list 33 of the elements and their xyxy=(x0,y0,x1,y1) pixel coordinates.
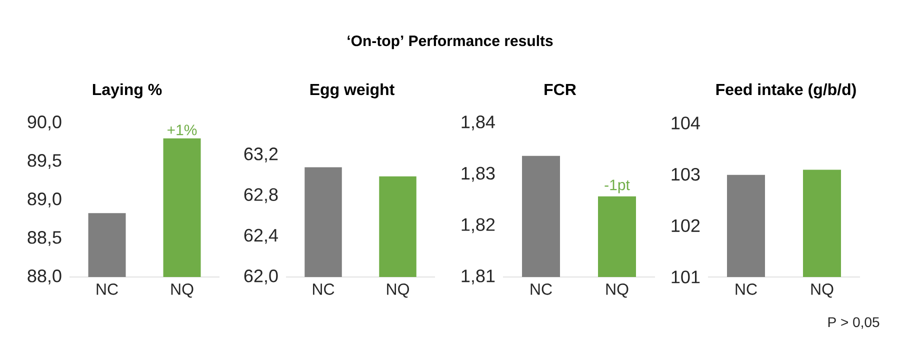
annotation: +1% xyxy=(168,124,197,136)
text: P > 0,05 xyxy=(828,317,880,329)
annotation: -1pt xyxy=(604,180,630,194)
x-tick-label: NC xyxy=(530,284,552,295)
y-tick-label: 62,8 xyxy=(244,188,278,204)
y-tick-label: 62,0 xyxy=(244,270,278,284)
x-tick-label: NC xyxy=(96,284,118,295)
y-tick-label: 101 xyxy=(672,270,700,284)
chart-title: Egg weight xyxy=(310,83,394,98)
chart-title: FCR xyxy=(544,84,576,96)
y-tick-label: 63,2 xyxy=(244,148,278,162)
text: ‘On-top’ Performance results xyxy=(348,35,553,50)
y-tick-label: 89,5 xyxy=(28,154,62,169)
x-tick-label: NQ xyxy=(811,284,834,298)
y-tick-label: 1,83 xyxy=(462,166,495,182)
y-tick-label: 1,84 xyxy=(462,116,495,130)
y-tick-label: 62,4 xyxy=(244,228,278,244)
x-tick-label: NC xyxy=(736,284,757,295)
x-tick-label: NC xyxy=(313,284,334,295)
y-tick-label: 89,0 xyxy=(28,192,62,208)
y-tick-label: 88,5 xyxy=(28,231,62,246)
chart-title: Feed intake (g/b/d) xyxy=(716,83,856,98)
y-tick-label: 1,82 xyxy=(462,218,495,234)
chart-title: Laying % xyxy=(92,83,162,98)
x-tick-label: NQ xyxy=(171,284,194,298)
y-tick-label: 104 xyxy=(672,116,700,130)
x-tick-label: NQ xyxy=(606,284,628,298)
y-tick-label: 1,81 xyxy=(462,270,495,284)
y-tick-label: 90,0 xyxy=(28,116,62,130)
y-tick-label: 102 xyxy=(672,219,700,232)
y-tick-label: 103 xyxy=(672,168,700,181)
x-tick-label: NQ xyxy=(387,284,409,298)
y-tick-label: 88,0 xyxy=(28,270,62,284)
